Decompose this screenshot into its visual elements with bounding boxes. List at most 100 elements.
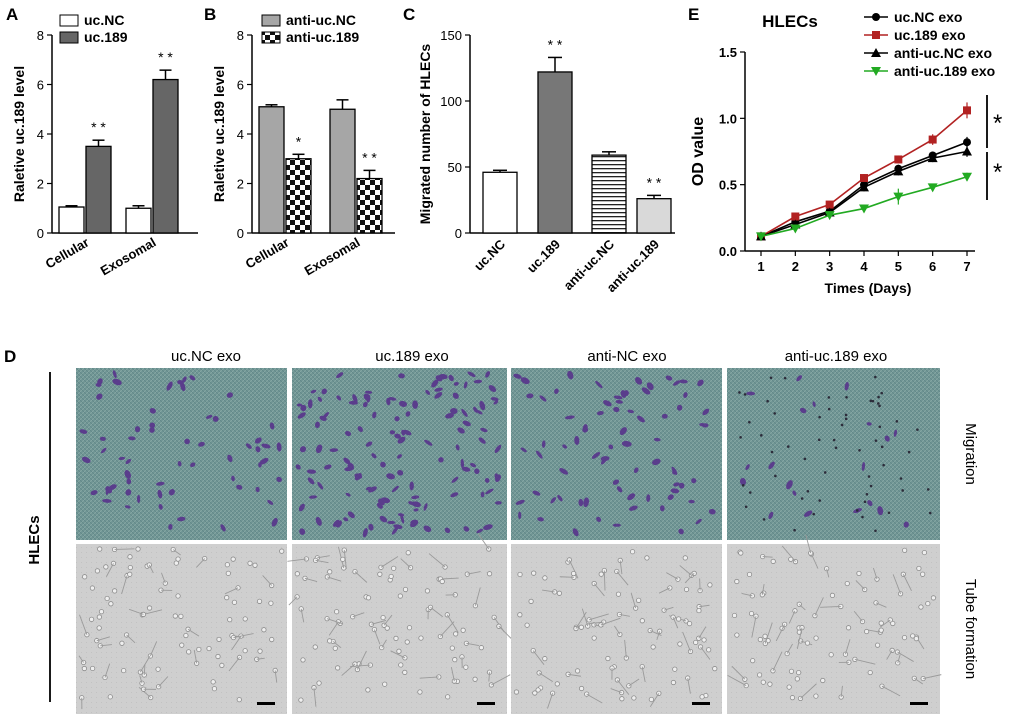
- cell-cluster: [340, 556, 346, 562]
- migrated-cell: [702, 408, 710, 416]
- cell-cluster: [82, 574, 88, 580]
- cell-cluster: [532, 690, 538, 696]
- pore-dot: [744, 505, 748, 509]
- migrated-cell: [261, 443, 271, 449]
- migrated-cell: [463, 381, 468, 389]
- migrated-cell: [412, 400, 418, 409]
- cell-cluster: [699, 694, 705, 700]
- y-axis-label: Migrated number of HLECs: [417, 44, 433, 225]
- scale-bar: [692, 702, 710, 705]
- y-axis-label: Raletive uc.189 level: [11, 66, 27, 202]
- pore-dot: [844, 417, 848, 421]
- migrated-cell: [676, 404, 683, 411]
- migrated-cell: [612, 523, 621, 527]
- migrated-cell: [683, 392, 688, 398]
- cell-cluster: [224, 562, 230, 568]
- migrated-cell: [128, 436, 136, 441]
- tube-segment: [892, 574, 901, 594]
- tube-segment: [100, 644, 112, 647]
- pore-dot: [770, 450, 774, 454]
- migrated-cell: [513, 373, 522, 379]
- tube-segment: [682, 631, 691, 652]
- pore-dot: [926, 488, 930, 491]
- cell-cluster: [524, 622, 530, 628]
- pore-dot: [827, 396, 831, 399]
- migrated-cell: [319, 415, 327, 421]
- migrated-cell: [189, 375, 196, 381]
- cell-cluster: [96, 614, 102, 620]
- data-point: [860, 174, 868, 183]
- tube-segment: [313, 687, 317, 707]
- migrated-cell: [236, 484, 243, 490]
- migrated-cell: [515, 499, 525, 505]
- pore-dot: [783, 376, 787, 380]
- x-tick-label: 3: [826, 259, 833, 274]
- pore-dot: [844, 413, 848, 417]
- tube-segment: [121, 575, 128, 595]
- migrated-cell: [307, 399, 313, 409]
- cell-cluster: [829, 592, 836, 598]
- tube-segment: [287, 558, 307, 562]
- migrated-cell: [467, 371, 476, 378]
- significance-mark: * *: [548, 36, 563, 52]
- migrated-cell: [641, 387, 651, 395]
- tube-segment: [138, 686, 152, 698]
- migrated-cell: [81, 456, 91, 464]
- bar: [125, 207, 152, 234]
- cell-cluster: [247, 560, 253, 566]
- cell-cluster: [460, 627, 466, 633]
- pore-dot: [858, 448, 861, 452]
- cell-cluster: [930, 595, 937, 601]
- migrated-cell: [461, 466, 471, 472]
- migrated-cell: [124, 469, 131, 479]
- tube-segment: [886, 650, 893, 660]
- tube-segment: [764, 622, 773, 644]
- cell-cluster: [121, 667, 127, 674]
- migrated-cell: [678, 379, 688, 384]
- pore-dot: [803, 457, 807, 461]
- migrated-cell: [226, 392, 233, 398]
- cell-cluster: [127, 564, 133, 571]
- cell-cluster: [916, 565, 922, 572]
- pore-dot: [840, 423, 844, 427]
- tube-segment: [853, 610, 863, 622]
- cell-cluster: [384, 625, 390, 631]
- bar: [329, 108, 356, 234]
- tube-segment: [814, 597, 824, 616]
- migrated-cell: [591, 452, 601, 459]
- x-tick-label: 2: [792, 259, 799, 274]
- tube-segment: [381, 639, 387, 648]
- pore-dot: [760, 434, 763, 437]
- bar: [58, 206, 85, 234]
- cell-cluster: [707, 582, 713, 588]
- tube-segment: [143, 664, 146, 675]
- cell-cluster: [672, 666, 678, 672]
- migrated-cell: [537, 517, 544, 522]
- chart-e: 0.0 0.5 1.0 1.5 1 2 3 4 5 6 7 Times (Days) OD value H…: [690, 9, 1002, 296]
- cell-cluster: [488, 682, 494, 688]
- tube-segment: [440, 621, 455, 637]
- cell-cluster: [300, 657, 306, 663]
- tube-segment: [172, 549, 181, 556]
- tube-segment: [741, 592, 753, 597]
- cell-cluster: [650, 644, 656, 650]
- migrated-cell: [295, 464, 301, 470]
- tube-segment: [139, 656, 151, 673]
- cell-cluster: [644, 555, 650, 561]
- data-point: [790, 224, 801, 234]
- migrated-cell: [308, 495, 318, 499]
- data-point: [825, 200, 834, 209]
- migrated-cell: [332, 519, 340, 527]
- migrated-cell: [386, 397, 391, 406]
- migrated-cell: [397, 454, 402, 459]
- migrated-cell: [413, 508, 419, 512]
- migrated-cell: [564, 415, 575, 420]
- migrated-cell: [343, 517, 349, 522]
- cell-cluster: [104, 595, 110, 602]
- migrated-cell: [796, 375, 803, 382]
- migrated-cell: [315, 444, 323, 454]
- cell-cluster: [377, 571, 383, 577]
- cell-cluster: [404, 639, 410, 645]
- tube-segment: [371, 620, 387, 625]
- cell-cluster: [517, 612, 523, 618]
